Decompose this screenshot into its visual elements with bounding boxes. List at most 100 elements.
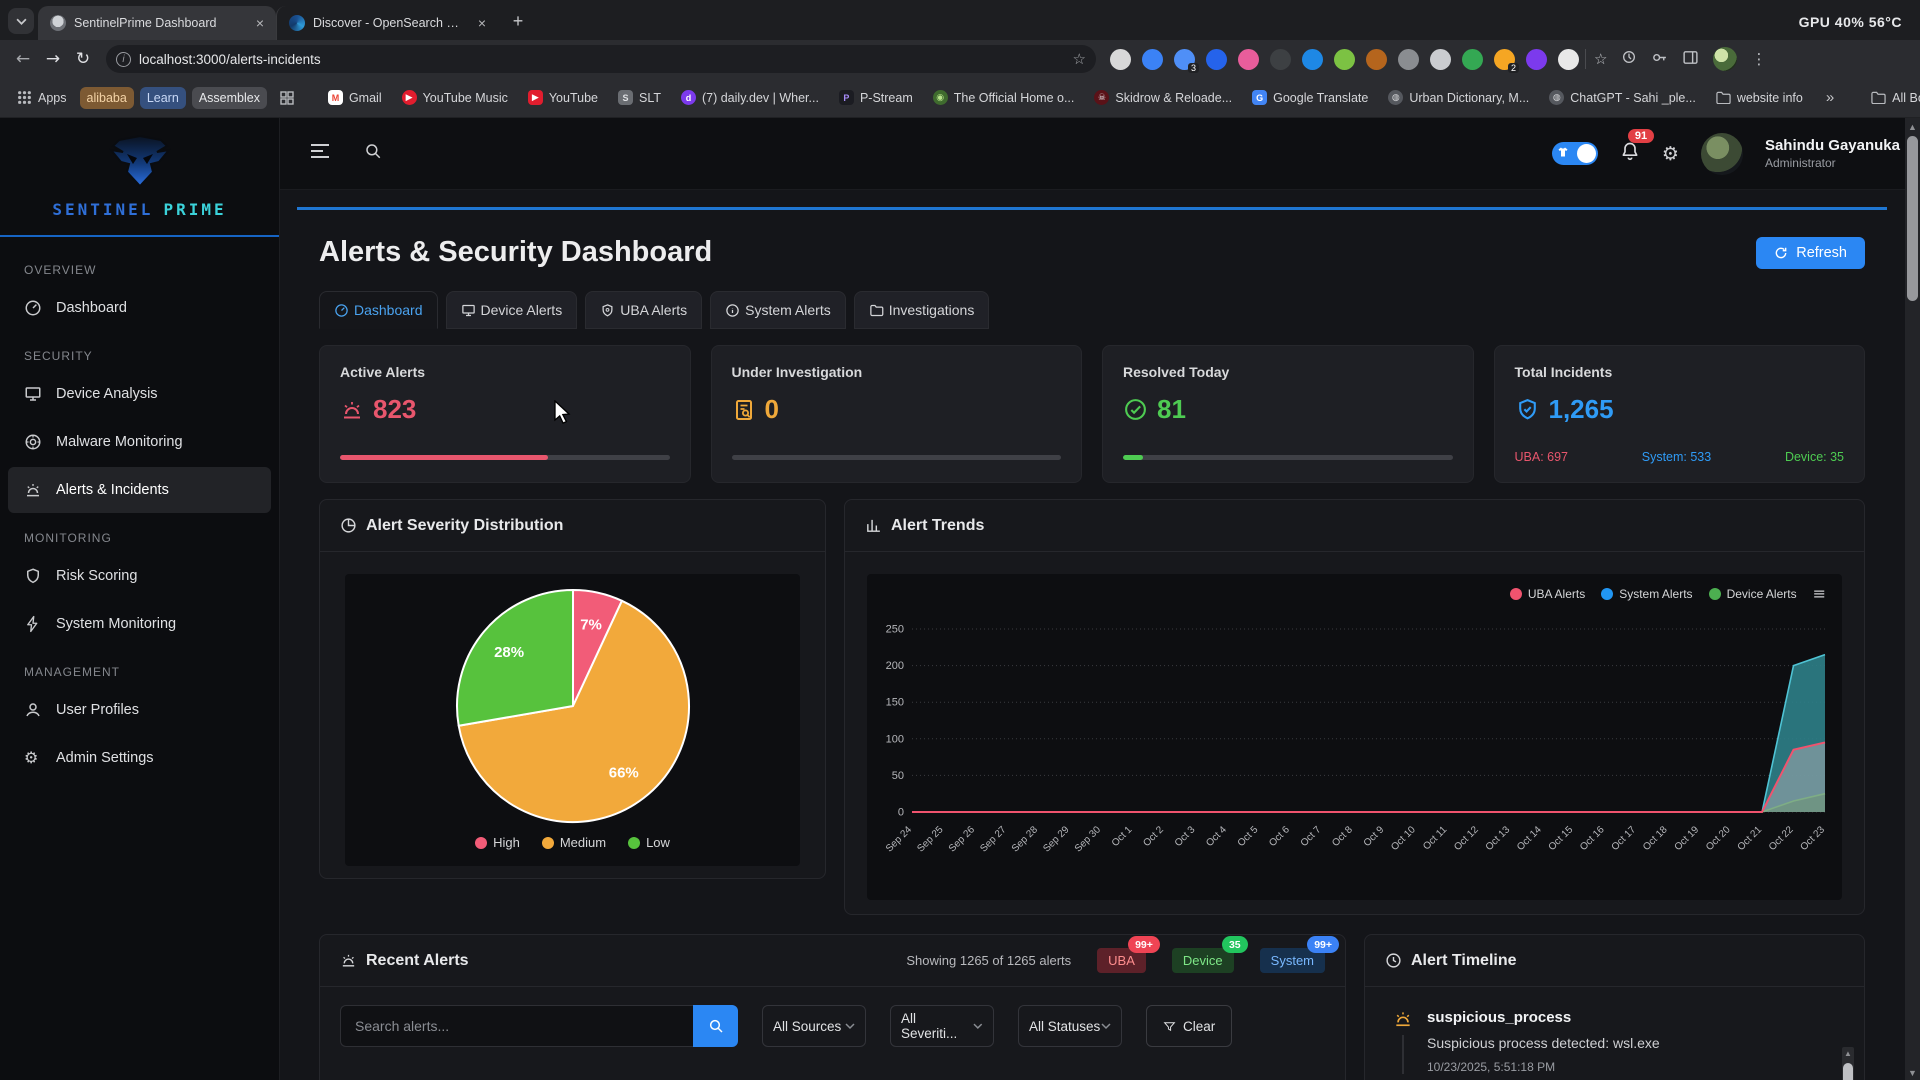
search-submit-button[interactable] — [693, 1005, 738, 1047]
extension-icon[interactable] — [1558, 49, 1579, 70]
bookmark-official-home[interactable]: ◉The Official Home o... — [926, 86, 1082, 109]
history-icon[interactable] — [1621, 49, 1637, 69]
sidebar-item-alerts-incidents[interactable]: Alerts & Incidents — [8, 467, 271, 513]
extension-icon[interactable] — [1430, 49, 1451, 70]
tab-investigations[interactable]: Investigations — [854, 291, 990, 329]
sidebar-item-device-analysis[interactable]: Device Analysis — [8, 371, 271, 417]
extension-icon[interactable] — [1270, 49, 1291, 70]
user-avatar[interactable] — [1701, 133, 1743, 175]
legend-item-device-alerts[interactable]: Device Alerts — [1709, 587, 1797, 601]
legend-item-high[interactable]: High — [475, 835, 520, 850]
legend-item-uba-alerts[interactable]: UBA Alerts — [1510, 587, 1585, 601]
sidebar-item-system-monitoring[interactable]: System Monitoring — [8, 601, 271, 647]
sidebar-item-label: Admin Settings — [56, 750, 154, 766]
notifications-button[interactable]: 91 — [1620, 140, 1640, 167]
bookmark-dailydev[interactable]: d(7) daily.dev | Wher... — [674, 86, 826, 109]
scroll-down-arrow[interactable]: ▼ — [1905, 1064, 1920, 1078]
timeline-scrollbar[interactable]: ▲ — [1842, 1047, 1854, 1080]
bookmark-star-icon[interactable]: ☆ — [1073, 50, 1086, 68]
bookmark-urban-dictionary[interactable]: ◍Urban Dictionary, M... — [1381, 86, 1536, 109]
theme-toggle[interactable] — [1552, 142, 1598, 165]
tab-dashboard[interactable]: Dashboard — [319, 291, 438, 329]
bookmark-assemblex[interactable]: Assemblex — [192, 87, 267, 109]
search-alerts-input[interactable] — [340, 1005, 693, 1047]
bookmark-pstream[interactable]: PP-Stream — [832, 86, 920, 109]
tab-device-alerts[interactable]: Device Alerts — [446, 291, 578, 329]
back-button[interactable]: ← — [8, 49, 38, 69]
extension-icon[interactable] — [1142, 49, 1163, 70]
tab-system-alerts[interactable]: System Alerts — [710, 291, 846, 329]
password-key-icon[interactable] — [1651, 49, 1668, 70]
favorites-icon[interactable]: ☆ — [1594, 50, 1607, 68]
trends-area-chart[interactable]: 050100150200250Sep 24Sep 25Sep 26Sep 27S… — [867, 574, 1835, 898]
bookmark-all-bookmarks[interactable]: All Bookmarks — [1864, 87, 1920, 109]
bookmark-folder-website-info[interactable]: website info — [1709, 87, 1810, 109]
legend-item-system-alerts[interactable]: System Alerts — [1601, 587, 1692, 601]
scroll-up-arrow[interactable]: ▲ — [1905, 118, 1920, 132]
url-text[interactable]: localhost:3000/alerts-incidents — [139, 52, 1065, 67]
reload-button[interactable]: ↻ — [68, 49, 98, 69]
site-info-icon[interactable]: i — [116, 52, 131, 67]
extension-icon[interactable] — [1206, 49, 1227, 70]
sources-dropdown[interactable]: All Sources — [762, 1005, 866, 1047]
close-tab-icon[interactable]: × — [476, 15, 488, 31]
sidebar-item-user-profiles[interactable]: User Profiles — [8, 687, 271, 733]
side-panel-icon[interactable] — [1682, 49, 1699, 70]
page-scrollbar[interactable]: ▲ ▼ — [1905, 118, 1920, 1080]
sidebar-item-dashboard[interactable]: Dashboard — [8, 285, 271, 331]
sidebar-collapse-icon[interactable] — [310, 143, 330, 164]
sidebar-item-malware-monitoring[interactable]: Malware Monitoring — [8, 419, 271, 465]
bookmark-youtube-music[interactable]: ▶YouTube Music — [395, 86, 515, 109]
extension-icon[interactable] — [1398, 49, 1419, 70]
bookmark-learn[interactable]: Learn — [140, 87, 186, 109]
browser-tab-opensearch[interactable]: Discover - OpenSearch Dashbo... × — [276, 6, 498, 40]
bookmark-apps[interactable]: Apps — [10, 86, 74, 109]
search-icon[interactable] — [364, 142, 382, 165]
bookmarks-overflow-chevrons[interactable]: » — [1816, 89, 1844, 106]
extension-icon[interactable] — [1334, 49, 1355, 70]
sidebar-item-admin-settings[interactable]: ⚙ Admin Settings — [8, 735, 271, 781]
browser-menu-icon[interactable]: ⋮ — [1751, 50, 1766, 68]
chip-system[interactable]: System99+ — [1260, 948, 1325, 973]
new-tab-button[interactable]: + — [504, 7, 532, 35]
chip-uba[interactable]: UBA99+ — [1097, 948, 1146, 973]
address-bar[interactable]: i localhost:3000/alerts-incidents ☆ — [106, 45, 1096, 73]
browser-tab-sentinelprime[interactable]: SentinelPrime Dashboard × — [38, 6, 276, 40]
bookmark-youtube[interactable]: ▶YouTube — [521, 86, 605, 109]
forward-button[interactable]: → — [38, 49, 68, 69]
bookmark-gmail[interactable]: MGmail — [321, 86, 389, 109]
chart-menu-icon[interactable]: ≡ — [1813, 584, 1826, 603]
extension-icon[interactable] — [1110, 49, 1131, 70]
clear-filters-button[interactable]: Clear — [1146, 1005, 1232, 1047]
bookmark-chatgpt[interactable]: ◍ChatGPT - Sahi _ple... — [1542, 86, 1703, 109]
sidebar-item-risk-scoring[interactable]: Risk Scoring — [8, 553, 271, 599]
extension-icon[interactable] — [1366, 49, 1387, 70]
extension-icon[interactable] — [1302, 49, 1323, 70]
extension-icon[interactable]: 3 — [1174, 49, 1195, 70]
bookmark-alibaba[interactable]: alibaba — [80, 87, 134, 109]
severities-dropdown[interactable]: All Severiti... — [890, 1005, 994, 1047]
bookmark-slt[interactable]: SSLT — [611, 86, 668, 109]
browser-profile-avatar[interactable] — [1713, 47, 1737, 71]
extension-icon[interactable] — [1238, 49, 1259, 70]
extension-icon[interactable] — [1526, 49, 1547, 70]
bookmark-grid-folder[interactable] — [273, 87, 301, 109]
extension-icon[interactable] — [1462, 49, 1483, 70]
settings-gear-icon[interactable]: ⚙ — [1662, 143, 1679, 165]
refresh-button[interactable]: Refresh — [1756, 237, 1865, 269]
scrollbar-thumb[interactable] — [1843, 1063, 1853, 1080]
scroll-up-arrow[interactable]: ▲ — [1842, 1047, 1854, 1058]
tab-search-button[interactable] — [8, 8, 34, 34]
tab-uba-alerts[interactable]: UBA Alerts — [585, 291, 702, 329]
chip-device[interactable]: Device35 — [1172, 948, 1234, 973]
severity-pie-chart[interactable]: 7%66%28% — [345, 578, 802, 828]
bookmark-skidrow[interactable]: ☠Skidrow & Reloade... — [1087, 86, 1239, 109]
legend-item-low[interactable]: Low — [628, 835, 670, 850]
scrollbar-thumb[interactable] — [1907, 136, 1918, 301]
legend-item-medium[interactable]: Medium — [542, 835, 606, 850]
timeline-entry[interactable]: suspicious_process Suspicious process de… — [1365, 987, 1864, 1074]
extension-icon[interactable]: 2 — [1494, 49, 1515, 70]
bookmark-google-translate[interactable]: GGoogle Translate — [1245, 86, 1375, 109]
close-tab-icon[interactable]: × — [254, 15, 266, 31]
statuses-dropdown[interactable]: All Statuses — [1018, 1005, 1122, 1047]
